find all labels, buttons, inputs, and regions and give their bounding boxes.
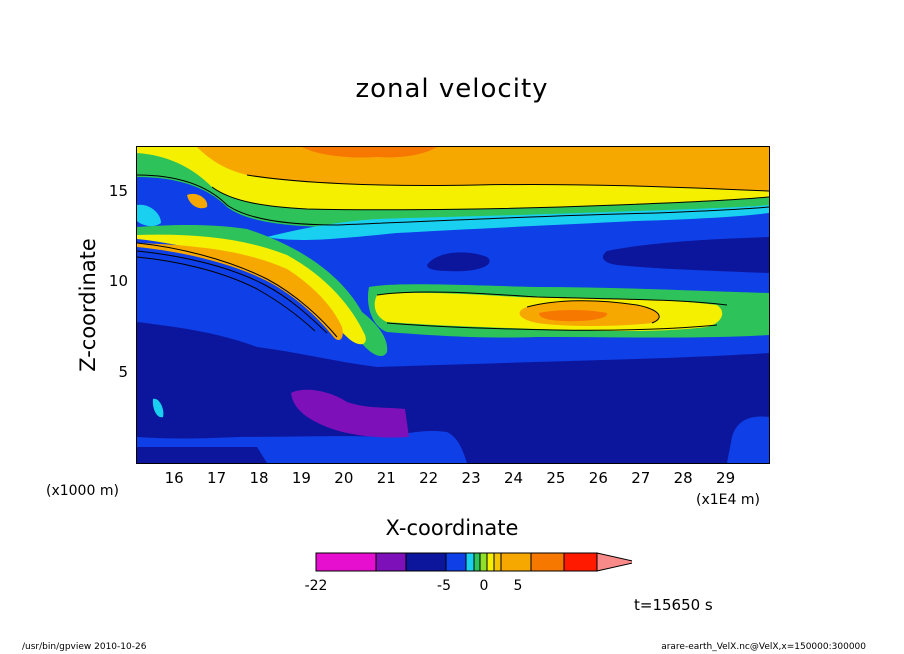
- y-tick-label: 15: [108, 182, 128, 201]
- x-tick-label: 18: [249, 469, 269, 487]
- colorbar-swatch: [500, 552, 532, 572]
- x-tick-label: 29: [716, 469, 736, 487]
- footer-left: /usr/bin/gpview 2010-10-26: [22, 642, 147, 652]
- x-tick-label: 23: [461, 469, 481, 487]
- level-dark-blue: [137, 322, 769, 463]
- level-dark-blue-bottom: [137, 447, 267, 463]
- colorbar-tick-label: 5: [513, 578, 523, 594]
- level-orange-left: [137, 243, 343, 341]
- plot-area: [136, 146, 770, 464]
- x-tick-label: 28: [673, 469, 693, 487]
- colorbar: [312, 551, 638, 579]
- colorbar-swatch: [563, 552, 598, 572]
- x-tick-label: 25: [546, 469, 566, 487]
- level-deep-orange-right: [539, 310, 608, 322]
- colorbar-swatch: [445, 552, 467, 572]
- colorbar-swatch: [493, 552, 502, 572]
- colorbar-tick-label: 0: [479, 578, 489, 594]
- x-tick-label: 27: [631, 469, 651, 487]
- level-violet: [291, 389, 409, 438]
- y-axis-unit: (x1000 m): [46, 483, 119, 499]
- y-tick-label: 10: [108, 272, 128, 291]
- y-tick-label: 5: [118, 362, 128, 381]
- colorbar-swatch: [473, 552, 481, 572]
- colorbar-arrow: [596, 552, 638, 572]
- level-dark-blue-right: [602, 237, 769, 273]
- footer-right: arare-earth_VelX.nc@VelX,x=150000:300000: [661, 642, 866, 652]
- level-cyan-left-spot: [137, 204, 161, 227]
- y-axis-label: Z-coordinate: [76, 238, 100, 372]
- time-label: t=15650 s: [634, 596, 713, 614]
- colorbar-swatch: [486, 552, 495, 572]
- x-tick-label: 20: [334, 469, 354, 487]
- colorbar-swatch: [530, 552, 565, 572]
- contour-field: [137, 147, 769, 463]
- level-deep-orange-top: [302, 147, 437, 158]
- colorbar-tick-label: -22: [304, 578, 328, 594]
- contour-lines: [137, 174, 769, 338]
- level-cyan-spot: [152, 398, 164, 418]
- colorbar-swatch: [315, 552, 377, 572]
- colorbar-swatch: [465, 552, 475, 572]
- level-orange-upper: [197, 147, 769, 191]
- x-axis-unit: (x1E4 m): [696, 492, 760, 508]
- x-tick-label: 22: [419, 469, 439, 487]
- level-yellow-left: [137, 234, 366, 345]
- chart-title: zonal velocity: [355, 74, 549, 104]
- colorbar-tick-label: -5: [437, 578, 451, 594]
- x-tick-label: 21: [376, 469, 396, 487]
- x-tick-label: 19: [291, 469, 311, 487]
- x-tick-label: 24: [503, 469, 524, 487]
- colorbar-swatch: [405, 552, 447, 572]
- x-tick-label: 26: [588, 469, 608, 487]
- x-tick-label: 16: [164, 469, 184, 487]
- level-orange-left-spot: [187, 193, 208, 209]
- colorbar-swatches: [315, 552, 638, 572]
- x-axis-label: X-coordinate: [385, 516, 519, 540]
- colorbar-swatch: [479, 552, 488, 572]
- colorbar-swatch: [375, 552, 407, 572]
- x-tick-label: 17: [207, 469, 227, 487]
- level-dark-blue-mid: [427, 252, 490, 272]
